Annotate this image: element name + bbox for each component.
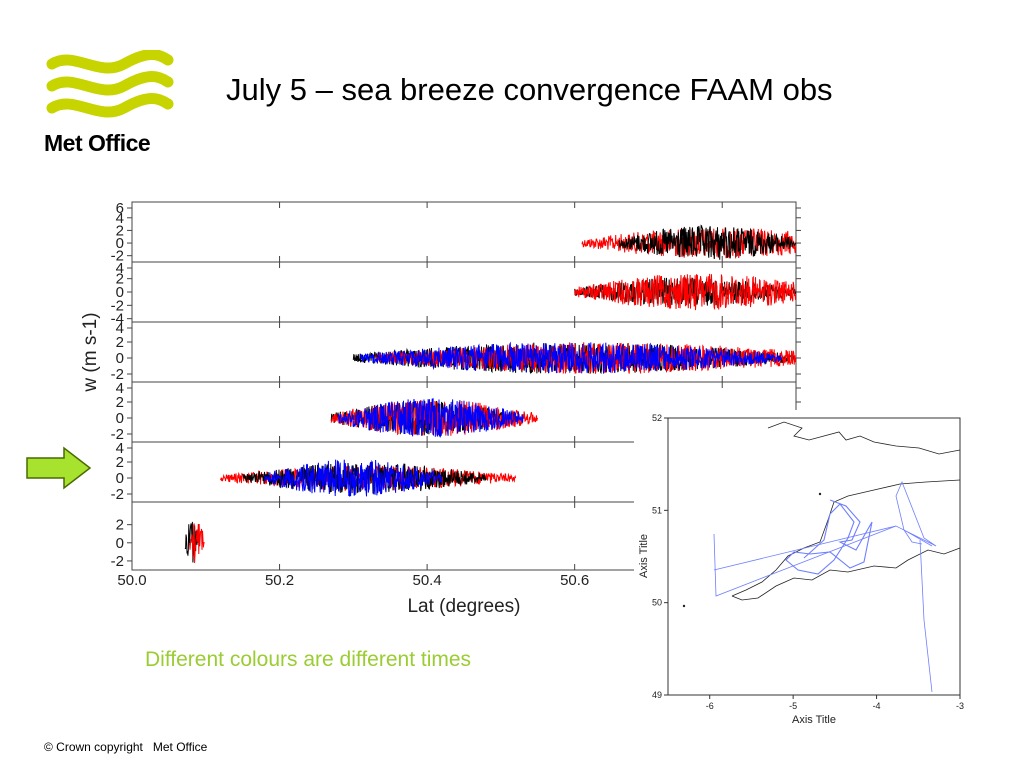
y-tick-label: 0 (116, 284, 124, 301)
panel-series (330, 398, 538, 438)
y-tick-label: -2 (111, 426, 124, 443)
y-tick-label: -2 (111, 486, 124, 503)
y-tick-label: 2 (116, 271, 124, 288)
map-geography (682, 421, 961, 608)
y-tick-label: 2 (116, 394, 124, 411)
y-tick-label: 4 (116, 440, 124, 457)
coastline-wales (767, 421, 961, 455)
y-tick-label: 4 (116, 380, 124, 397)
y-tick-label: 2 (116, 334, 124, 351)
track-southbound-leg (919, 539, 933, 693)
map-x-tick-label: -4 (873, 701, 881, 711)
map-y-tick-label: 50 (652, 598, 662, 608)
x-tick-label: 50.2 (265, 572, 294, 589)
series-trace (184, 521, 199, 563)
x-axis-label: Lat (degrees) (407, 596, 520, 617)
series-trace (338, 398, 524, 438)
panel-series (352, 341, 796, 375)
panel-series (184, 521, 205, 564)
panel-series (574, 273, 796, 311)
track-outer-loop (713, 480, 937, 597)
y-tick-label: -2 (111, 248, 124, 265)
map-x-axis-label: Axis Title (792, 714, 836, 726)
coastline-south-devon (731, 547, 961, 601)
y-tick-label: 2 (116, 454, 124, 471)
caption: Different colours are different times (145, 648, 472, 671)
y-axis-label: w (m s-1) (80, 312, 101, 392)
map-x-tick-label: -3 (956, 701, 964, 711)
coastline-north-devon (731, 479, 961, 597)
map-frame (667, 417, 961, 696)
map-y-tick-label: 51 (652, 505, 662, 515)
flight-track (713, 480, 937, 693)
map-x-tick-label: -5 (789, 701, 797, 711)
panel-series (220, 459, 517, 497)
y-tick-label: 0 (116, 235, 124, 252)
panel-series (581, 224, 796, 260)
y-tick-label: 0 (116, 535, 124, 552)
x-tick-label: 50.0 (117, 572, 146, 589)
met-office-logo: Met Office (44, 49, 174, 162)
y-tick-label: 6 (116, 200, 124, 217)
map-y-axis-label: Axis Title (638, 534, 650, 578)
flight-track-map: -6 -5 -4 -3 52 51 50 49 Axis Title Axis Title (638, 413, 964, 726)
series-trace (189, 523, 205, 564)
copyright-footer: © Crown copyright Met Office (44, 740, 208, 754)
series-trace (264, 459, 443, 497)
map-x-tick-label: -6 (706, 701, 714, 711)
y-tick-label: 4 (116, 210, 124, 227)
y-tick-label: 0 (116, 410, 124, 427)
y-tick-label: 2 (116, 222, 124, 239)
isles-of-scilly (682, 604, 686, 608)
logo-waves-icon (46, 49, 174, 118)
logo-text: Met Office (44, 130, 151, 156)
slide-title: July 5 – sea breeze convergence FAAM obs (226, 72, 833, 107)
y-tick-label: 0 (116, 350, 124, 367)
series-trace (574, 273, 796, 311)
y-tick-label: -4 (111, 311, 124, 328)
y-tick-label: 4 (116, 320, 124, 337)
x-tick-label: 50.4 (413, 572, 442, 589)
series-trace (360, 341, 782, 374)
panel-3: 420-2 (111, 320, 801, 383)
track-turn (903, 529, 923, 545)
map-y-tick-label: 49 (652, 690, 662, 700)
y-tick-label: 2 (116, 517, 124, 534)
y-tick-label: -2 (111, 297, 124, 314)
lundy-island (818, 492, 822, 496)
panel-2: 420-2-4 (111, 260, 801, 328)
map-y-tick-label: 52 (652, 413, 662, 423)
x-tick-label: 50.6 (560, 572, 589, 589)
y-tick-label: -2 (111, 366, 124, 383)
series-trace (618, 224, 796, 260)
track-coastal-legs (785, 499, 873, 575)
y-tick-label: -2 (111, 553, 124, 570)
flight-track-inset: -6 -5 -4 -3 52 51 50 49 Axis Title Axis Title (634, 410, 970, 736)
y-tick-label: 0 (116, 470, 124, 487)
pointer-arrow-icon (26, 446, 92, 490)
y-tick-label: 4 (116, 260, 124, 277)
